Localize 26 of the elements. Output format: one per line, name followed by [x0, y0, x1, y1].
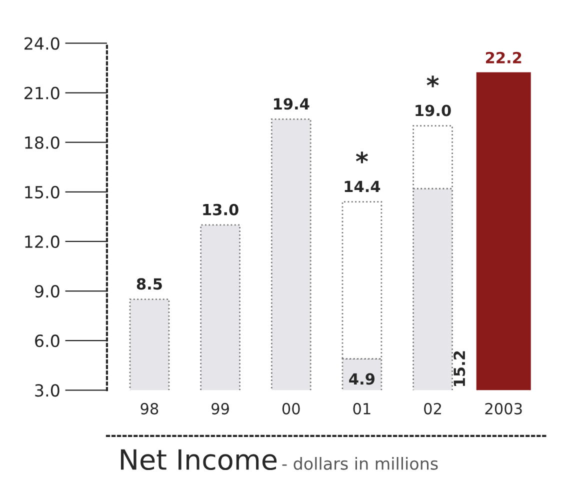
y-tick-label: 21.0: [24, 86, 60, 100]
annotation: *: [356, 152, 368, 164]
x-tick-label: 00: [282, 402, 300, 414]
x-tick-label: 01: [353, 402, 370, 414]
y-tick-label: 9.0: [34, 284, 60, 298]
x-tick-label: 99: [212, 402, 229, 414]
data-label: 8.5: [136, 278, 162, 290]
y-tick-label: 12.0: [25, 235, 60, 248]
annotation: *: [426, 76, 439, 88]
total-label: 14.4: [344, 180, 380, 192]
data-label: 22.2: [486, 52, 522, 64]
y-tick-label: 6.0: [35, 334, 60, 348]
y-tick-label: 15.0: [25, 186, 60, 198]
total-label: 19.0: [416, 104, 451, 116]
text: Net Income: [120, 449, 277, 470]
y-tick-label: 3.0: [35, 384, 60, 397]
x-tick-label: 2003: [485, 402, 522, 414]
data-label: 19.4: [274, 98, 310, 110]
y-tick-label: 18.0: [25, 136, 60, 149]
data-label: 4.9: [349, 373, 375, 385]
text: - dollars in millions: [282, 457, 438, 470]
data-label: 15.2: [454, 351, 466, 386]
y-tick-label: 24.0: [24, 37, 60, 50]
x-tick-label: 98: [140, 402, 158, 414]
data-label: 13.0: [203, 204, 238, 216]
x-tick-label: 02: [424, 402, 441, 414]
